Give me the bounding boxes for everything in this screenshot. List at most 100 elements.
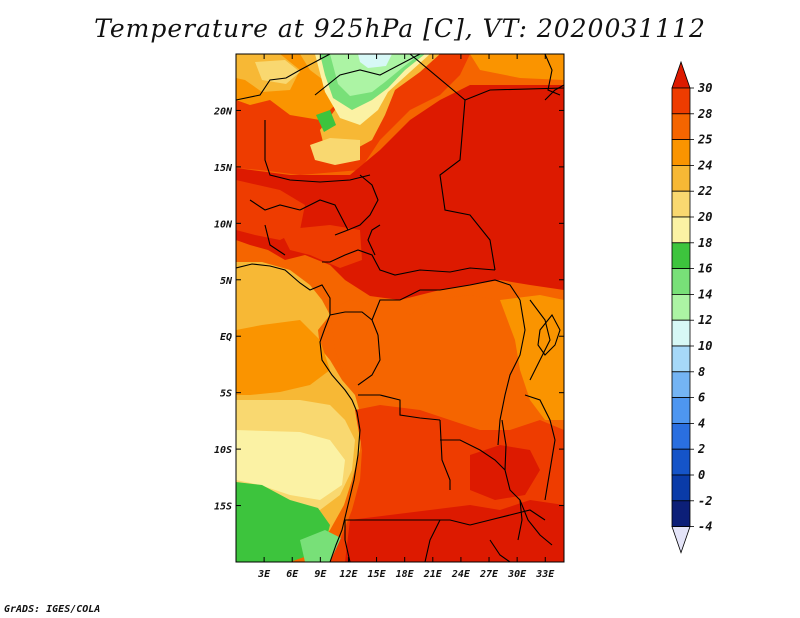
- border-car-north: [322, 249, 496, 276]
- colorbar-swatch: [671, 345, 691, 373]
- colorbar-label: 12: [698, 313, 712, 327]
- lake-tanganyika: [501, 419, 507, 471]
- colorbar-label: 22: [697, 184, 712, 198]
- border-namibia: [344, 520, 351, 562]
- colorbar-swatch: [671, 474, 691, 502]
- border-ghana: [264, 224, 286, 256]
- colorbar-swatch: [671, 500, 691, 527]
- colorbar-label: -4: [698, 520, 712, 534]
- colorbar-label: 4: [698, 416, 705, 430]
- border-drc-north: [371, 279, 521, 321]
- colorbar-label: 30: [697, 81, 712, 95]
- lon-tick-label: 3E: [257, 569, 271, 580]
- colorbar-swatch: [671, 268, 691, 295]
- field-malawi-red: [470, 445, 540, 500]
- colorbar-swatch: [671, 190, 691, 218]
- colorbar-swatch: [671, 293, 691, 321]
- lon-tick-label: 18E: [396, 569, 415, 580]
- map-title: Temperature at 925hPa [C], VT: 202003111…: [94, 14, 706, 43]
- colorbar-swatch: [671, 319, 691, 347]
- lon-tick-label: 33E: [535, 569, 555, 580]
- border-tanzania: [524, 394, 556, 501]
- border-mali-north: [264, 120, 371, 183]
- border-algeria: [314, 54, 421, 96]
- map-frame: [235, 53, 565, 563]
- lon-tick-label: 15E: [368, 569, 387, 580]
- colorbar-swatch: [671, 422, 691, 450]
- colorbar-over-triangle: [671, 60, 691, 89]
- colorbar-label: 6: [698, 391, 705, 405]
- lat-tick-label: 10S: [214, 445, 232, 456]
- border-cameroon-chad: [367, 224, 381, 256]
- border-zambia-drc: [440, 439, 506, 471]
- lat-ticks: 20N 15N 10N 5N EQ 5S 10S 15S: [213, 106, 564, 513]
- colorbar-label: 18: [698, 236, 712, 250]
- colorbar-swatch: [671, 397, 691, 424]
- border-angola-north: [358, 394, 441, 421]
- colorbar-label: 28: [697, 107, 712, 121]
- field-libya-orange: [470, 54, 564, 80]
- colorbar-under-triangle: [671, 526, 691, 554]
- colorbar-swatch: [671, 371, 691, 398]
- field-air-pale: [310, 138, 360, 165]
- lat-tick-label: 5S: [220, 389, 232, 400]
- border-chad-sudan: [409, 54, 496, 271]
- border-northeast: [544, 84, 564, 101]
- lat-tick-label: 15S: [214, 502, 232, 513]
- border-burkina: [249, 199, 301, 211]
- lake-victoria: [537, 314, 561, 356]
- lon-tick-label: 9E: [314, 569, 327, 580]
- temperature-field: [236, 54, 564, 562]
- colorbar-swatch: [671, 113, 691, 141]
- lon-tick-label: 27E: [479, 569, 499, 580]
- lon-tick-label: 12E: [339, 569, 358, 580]
- colorbar-swatch: [671, 242, 691, 270]
- border-zambia-south: [469, 509, 546, 526]
- field-green-patch: [316, 110, 336, 132]
- colorbar-label: 8: [698, 365, 705, 379]
- colorbar-label: 24: [697, 158, 712, 172]
- field-hoggar-lightgreen: [330, 54, 420, 96]
- lon-tick-label: 21E: [423, 569, 443, 580]
- lat-tick-label: EQ: [220, 332, 232, 343]
- field-sahara-pale: [255, 60, 300, 84]
- colorbar-swatch: [671, 87, 691, 115]
- border-mauritania: [236, 54, 331, 101]
- colorbar-label: 10: [698, 339, 712, 353]
- border-red-sea: [544, 54, 561, 96]
- border-malawi: [504, 469, 553, 546]
- country-borders: [236, 54, 564, 562]
- border-congo: [357, 334, 381, 386]
- colorbar-label: 14: [698, 287, 712, 301]
- lon-ticks: 3E 6E 9E 12E 15E 18E 21E 24E 27E 30E 33E: [257, 54, 555, 580]
- lat-tick-label: 5N: [220, 276, 233, 287]
- border-niger-nigeria: [299, 199, 349, 231]
- border-drc-east: [497, 299, 526, 446]
- border-botswana: [424, 519, 441, 562]
- credit-text: GrADS: IGES/COLA: [4, 604, 101, 615]
- lake-malawi: [517, 499, 523, 541]
- border-angola-south: [345, 519, 471, 526]
- colorbar-label: 2: [697, 442, 705, 456]
- colorbar-label: -2: [698, 494, 712, 508]
- field-atlantic-cream: [236, 430, 345, 500]
- colorbar-swatch: [671, 448, 691, 476]
- lat-tick-label: 10N: [214, 219, 233, 230]
- border-libya-egypt: [464, 87, 564, 101]
- border-gabon: [329, 311, 379, 336]
- border-kenya-uganda: [529, 299, 551, 381]
- colorbar-label: 25: [697, 133, 712, 147]
- field-westafrica-hot: [236, 180, 305, 240]
- field-eastafrica-orange: [500, 295, 564, 420]
- colorbar-swatch: [671, 139, 691, 166]
- field-nigeria-hot: [280, 225, 362, 268]
- lat-tick-label: 15N: [214, 163, 233, 174]
- field-hoggar-cool: [358, 54, 392, 68]
- lon-tick-label: 6E: [286, 569, 299, 580]
- colorbar-label: 20: [697, 210, 712, 224]
- colorbar-swatch: [671, 216, 691, 244]
- colorbar-swatch: [671, 164, 691, 192]
- lon-tick-label: 24E: [451, 569, 471, 580]
